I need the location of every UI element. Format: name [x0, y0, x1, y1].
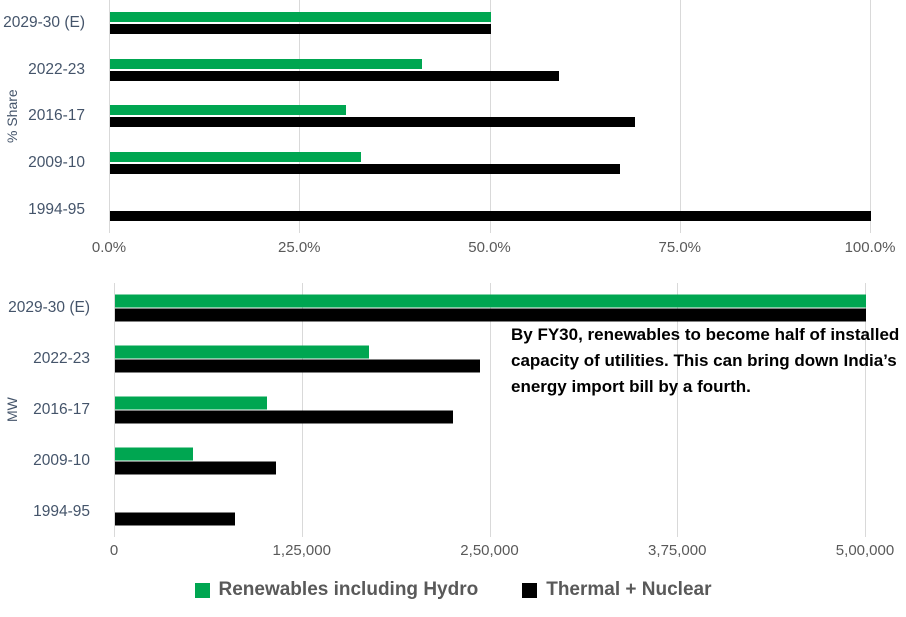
x-tick-label: 0.0% — [91, 239, 127, 256]
mw-x-axis-ticks: 0 1,25,000 2,50,000 3,75,000 5,00,000 — [110, 542, 894, 564]
category-label: 1994-95 — [33, 502, 90, 520]
category-label: 2016-17 — [33, 400, 90, 418]
bar-pair — [110, 58, 871, 81]
bar-row — [110, 0, 871, 47]
category-label: 2016-17 — [28, 107, 85, 125]
bar-row — [115, 435, 866, 486]
category-label: 2029-30 (E) — [3, 14, 85, 32]
bar-row — [110, 186, 871, 233]
bar-pair — [115, 498, 866, 526]
x-tick-label: 100.0% — [844, 239, 896, 256]
gridline — [301, 283, 303, 537]
gridline — [489, 0, 491, 233]
bar-row — [115, 283, 866, 334]
category-label: 2022-23 — [28, 60, 85, 78]
bar-pair — [115, 396, 866, 424]
bar-rows — [115, 283, 866, 537]
gridline — [870, 0, 871, 233]
bar-pair — [115, 294, 866, 322]
bar-thermal — [115, 512, 236, 526]
legend-item-renewables: Renewables including Hydro — [194, 579, 479, 601]
bar-renewables — [110, 105, 346, 116]
bar-renewables — [115, 396, 267, 410]
x-tick-label: 50.0% — [468, 239, 511, 256]
share-category-labels: 2029-30 (E) 2022-23 2016-17 2009-10 1994-95 — [0, 0, 97, 233]
bar-thermal — [115, 461, 276, 475]
gridline — [865, 283, 866, 537]
y-axis-title-share: % Share — [4, 89, 20, 144]
bar-renewables — [115, 447, 194, 461]
category-label: 1994-95 — [28, 200, 85, 218]
gridline — [299, 0, 301, 233]
legend-swatch-renewables-icon — [194, 582, 210, 598]
mw-plot-area: By FY30, renewables to become half of in… — [114, 283, 899, 537]
share-x-axis-ticks: 0.0% 25.0% 50.0% 75.0% 100.0% — [92, 239, 896, 261]
legend: Renewables including Hydro Thermal + Nuc… — [0, 579, 906, 601]
bar-renewables — [115, 345, 369, 359]
legend-label-thermal: Thermal + Nuclear — [546, 579, 712, 600]
bar-renewables — [110, 152, 362, 163]
bar-thermal — [110, 117, 636, 128]
category-label: 2009-10 — [33, 451, 90, 469]
bar-renewables — [110, 12, 491, 23]
bar-pair — [115, 447, 866, 475]
mw-category-labels: 2029-30 (E) 2022-23 2016-17 2009-10 1994-95 — [0, 283, 102, 537]
bar-thermal — [110, 24, 491, 35]
bar-pair — [110, 199, 871, 221]
bar-thermal — [115, 359, 480, 373]
bar-row — [115, 385, 866, 436]
legend-swatch-thermal-icon — [522, 582, 538, 598]
gridline — [679, 0, 681, 233]
bar-row — [115, 486, 866, 537]
legend-label-renewables: Renewables including Hydro — [218, 579, 479, 600]
bar-row — [110, 47, 871, 94]
bar-row — [110, 93, 871, 140]
share-plot-area — [109, 0, 871, 233]
x-tick-label: 1,25,000 — [272, 542, 331, 559]
x-tick-label: 5,00,000 — [835, 542, 895, 559]
x-tick-label: 75.0% — [658, 239, 702, 256]
y-axis-title-mw: MW — [4, 397, 20, 423]
bar-thermal — [110, 210, 871, 221]
x-tick-label: 3,75,000 — [648, 542, 707, 559]
bar-renewables — [110, 58, 422, 69]
x-tick-label: 2,50,000 — [460, 542, 519, 559]
bar-thermal — [110, 70, 559, 81]
bar-thermal — [115, 410, 453, 424]
bar-pair — [110, 105, 871, 128]
x-tick-label: 0 — [109, 542, 119, 559]
category-label: 2029-30 (E) — [8, 299, 90, 317]
gridline — [489, 283, 491, 537]
bar-pair — [110, 12, 871, 35]
bar-row — [110, 140, 871, 187]
bar-pair — [110, 152, 871, 175]
legend-item-thermal: Thermal + Nuclear — [522, 579, 712, 601]
bar-thermal — [115, 308, 866, 322]
gridline — [677, 283, 679, 537]
x-tick-label: 25.0% — [277, 239, 321, 256]
annotation-text: By FY30, renewables to become half of in… — [511, 325, 900, 396]
bar-thermal — [110, 164, 620, 175]
category-label: 2009-10 — [28, 154, 85, 172]
bar-row — [115, 334, 866, 385]
bar-renewables — [115, 294, 866, 308]
bar-pair — [115, 345, 866, 373]
category-label: 2022-23 — [33, 350, 90, 368]
bar-rows — [110, 0, 871, 233]
